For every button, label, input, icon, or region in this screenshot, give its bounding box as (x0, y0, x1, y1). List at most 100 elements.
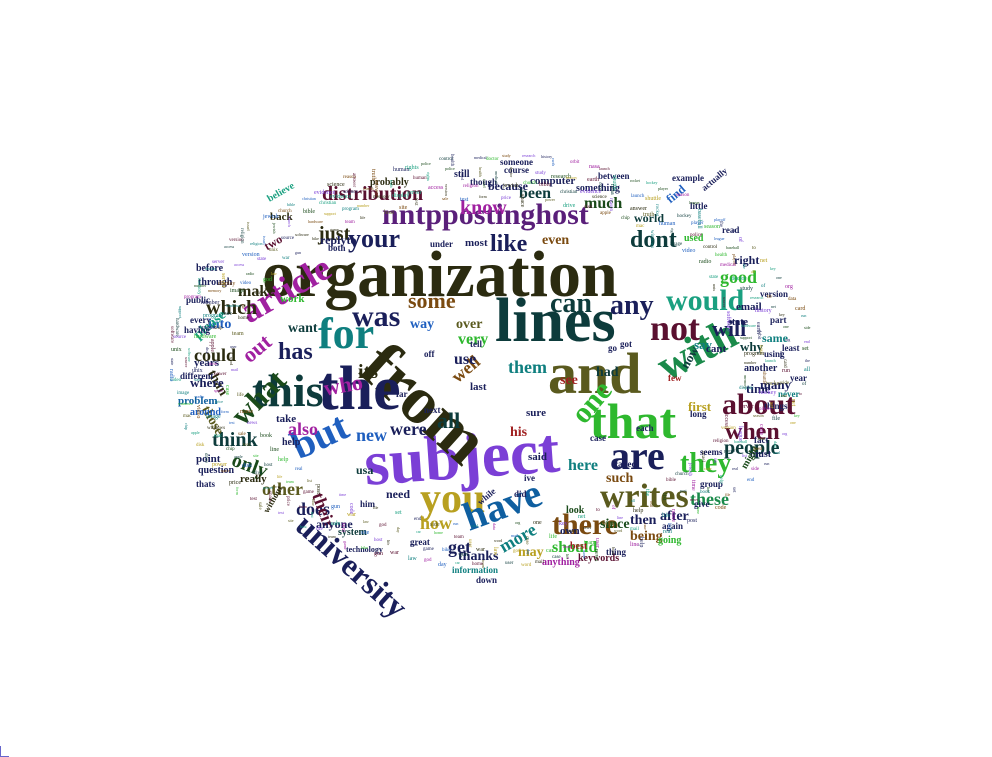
filler-word: net (578, 514, 586, 520)
filler-word: church (278, 209, 292, 214)
filler-word: doctor (731, 276, 747, 282)
word-need: need (386, 487, 410, 501)
filler-word: sale (238, 432, 246, 437)
filler-word: memory (373, 195, 390, 200)
word-there: there (552, 508, 619, 541)
word-may: may (518, 545, 544, 560)
filler-word: health (478, 167, 483, 177)
word-use: use (454, 351, 477, 368)
filler-word: human (393, 167, 410, 173)
word-help: help (282, 437, 301, 448)
word-ive: ive (524, 473, 535, 483)
filler-word: research (522, 153, 536, 158)
filler-word: power (212, 462, 227, 468)
filler-word: image (206, 414, 221, 420)
filler-word: bike (312, 236, 319, 241)
word-replyto: replyto (320, 233, 357, 247)
filler-word: rights (670, 228, 675, 238)
filler-word: all (631, 498, 635, 503)
word-make: make (238, 283, 276, 300)
filler-word: team (584, 540, 596, 546)
filler-word: video (170, 378, 182, 383)
filler-word: list (742, 453, 747, 458)
filler-word: data (788, 297, 797, 302)
filler-word: day (438, 562, 447, 568)
filler-word: team (410, 542, 418, 547)
word-distribution: distribution (322, 183, 424, 205)
filler-word: number (194, 283, 207, 288)
filler-word: windows (226, 303, 241, 308)
word-could: could (194, 345, 237, 365)
filler-word: text (243, 443, 251, 448)
filler-word: key (559, 521, 568, 527)
filler-word: chip (621, 216, 630, 221)
filler-word: reason (343, 175, 357, 180)
filler-word: rights (405, 165, 419, 171)
filler-word: file (725, 492, 731, 497)
filler-word: game (343, 541, 348, 550)
word-years2: year (790, 373, 807, 383)
filler-word: police (421, 161, 431, 166)
filler-word: case (224, 385, 230, 396)
filler-word: code (704, 466, 712, 471)
word-probably: probably (370, 177, 409, 188)
filler-word: team (328, 534, 336, 539)
word-keywords: keywords (578, 553, 620, 564)
filler-word: one (790, 420, 796, 425)
word-least: least (782, 343, 800, 353)
filler-word: science (592, 195, 607, 200)
filler-word: drive (252, 471, 263, 476)
word-own: own (560, 525, 580, 537)
filler-word: bible (303, 209, 315, 215)
word-part: part (770, 315, 787, 325)
filler-word: playoff (714, 217, 726, 222)
filler-word: answer (630, 206, 647, 212)
filler-word: war (390, 550, 399, 556)
word-all: all (437, 408, 461, 433)
filler-word: user (467, 539, 472, 548)
word-other: other (262, 479, 303, 499)
word-dont: dont (630, 227, 677, 253)
filler-word: the (644, 489, 650, 497)
word-like: like (490, 231, 528, 257)
filler-word: one (783, 324, 789, 329)
filler-word: all (804, 367, 810, 373)
filler-word: gun (331, 504, 340, 510)
filler-word: evidence (330, 194, 352, 200)
filler-word: time (690, 480, 696, 491)
filler-word: windows (178, 401, 193, 406)
filler-word: apple (600, 211, 611, 216)
filler-word: church (523, 181, 537, 186)
filler-word: form (299, 504, 307, 509)
word-called: called (614, 459, 637, 469)
word-will: will (712, 316, 747, 341)
filler-word: mail (630, 527, 639, 532)
filler-word: game (423, 547, 434, 552)
filler-word: player (658, 186, 668, 191)
filler-word: test (250, 497, 257, 502)
word-these: these (690, 489, 729, 509)
filler-word: source (722, 297, 727, 308)
filler-word: bike (361, 545, 368, 550)
filler-word: program (203, 313, 224, 319)
filler-word: number (744, 360, 757, 365)
filler-word: war (282, 256, 290, 261)
word-course: course (504, 165, 529, 175)
filler-word: access (224, 244, 235, 249)
filler-word: site (288, 518, 294, 523)
filler-word: version (242, 252, 260, 258)
filler-word: name (568, 528, 577, 533)
filler-word: christian (560, 190, 578, 195)
filler-word: post (754, 447, 763, 452)
filler-word: chip (184, 423, 189, 430)
filler-word: space (519, 194, 525, 208)
filler-word: real (732, 466, 738, 471)
filler-word: net (760, 258, 768, 264)
word-first: first (688, 399, 712, 414)
filler-word: case (524, 536, 529, 545)
filler-word: version (444, 184, 449, 196)
filler-word: unix (269, 248, 278, 253)
filler-word: state (194, 377, 202, 382)
filler-word: side (430, 522, 440, 528)
filler-word: form (235, 487, 240, 495)
